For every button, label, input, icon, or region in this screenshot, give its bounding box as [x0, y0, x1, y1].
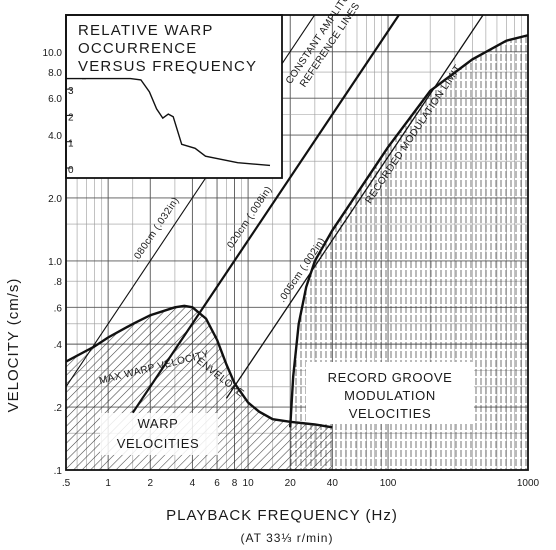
y-tick-label: 4.0: [48, 131, 62, 142]
y-tick-label: 2.0: [48, 194, 62, 205]
y-tick-label: .4: [54, 340, 63, 351]
x-tick-label: 2: [147, 478, 153, 489]
x-tick-label: 4: [190, 478, 196, 489]
y-tick-label: 8.0: [48, 68, 62, 79]
x-tick-labels: .5 1 2 4 6 8 10 20 40 100 1000: [62, 478, 540, 489]
series-line-020cm: [131, 15, 401, 414]
x-tick-label: 8: [232, 478, 238, 489]
warp-region-label-2: VELOCITIES: [117, 436, 200, 451]
y-tick-label: 6.0: [48, 94, 62, 105]
y-axis-title: VELOCITY (cm/s): [5, 278, 22, 413]
inset-curve: [66, 77, 271, 167]
label-line-080cm: .080cm (.032in): [131, 195, 182, 264]
shaded-regions: [66, 35, 528, 470]
y-tick-label: 1.0: [48, 257, 62, 268]
x-tick-label: .5: [62, 478, 71, 489]
inset-title-line: RELATIVE WARP: [78, 22, 214, 39]
warp-region-label-1: WARP: [138, 416, 179, 431]
x-tick-label: 20: [285, 478, 297, 489]
series-line-modulation-limit: [289, 34, 528, 428]
inset-title-line: OCCURRENCE: [78, 40, 198, 57]
inset-y-tick-label: 1: [68, 139, 74, 150]
x-tick-label: 40: [327, 478, 339, 489]
inset-y-tick-label: 3: [68, 86, 74, 97]
y-tick-label: .6: [54, 303, 63, 314]
y-tick-label: 10.0: [43, 48, 63, 59]
inset-y-tick-label: 2: [68, 112, 74, 123]
inset-title-line: VERSUS FREQUENCY: [78, 58, 257, 75]
plot-frame: [65, 14, 529, 471]
y-tick-label: .1: [54, 466, 63, 477]
y-tick-label: .2: [54, 403, 63, 414]
x-tick-label: 1: [105, 478, 111, 489]
warp-label-box: [100, 413, 218, 455]
y-tick-label: .8: [54, 277, 63, 288]
series-line-warp-envelope: [66, 304, 333, 429]
label-line-020cm: .020cm (.008in): [224, 184, 275, 253]
x-tick-label: 10: [243, 478, 255, 489]
inset-y-tick-label: 0: [68, 165, 74, 176]
series-line-005cm: [225, 15, 484, 399]
x-axis-subtitle: (AT 33⅓ r/min): [241, 531, 334, 545]
x-tick-label: 100: [380, 478, 397, 489]
groove-region-label-3: VELOCITIES: [349, 406, 432, 421]
groove-modulation-area: [290, 35, 528, 470]
groove-region-label-2: MODULATION: [344, 388, 436, 403]
inset-frame: [65, 14, 283, 179]
groove-region-label-1: RECORD GROOVE: [328, 370, 453, 385]
groove-label-box: [306, 362, 474, 424]
x-tick-label: 1000: [517, 478, 540, 489]
x-tick-label: 6: [214, 478, 220, 489]
x-axis-title: PLAYBACK FREQUENCY (Hz): [166, 507, 398, 524]
y-tick-labels: .1 .2 .4 .6 .8 1.0 2.0 4.0 6.0 8.0 10.0: [43, 48, 63, 477]
